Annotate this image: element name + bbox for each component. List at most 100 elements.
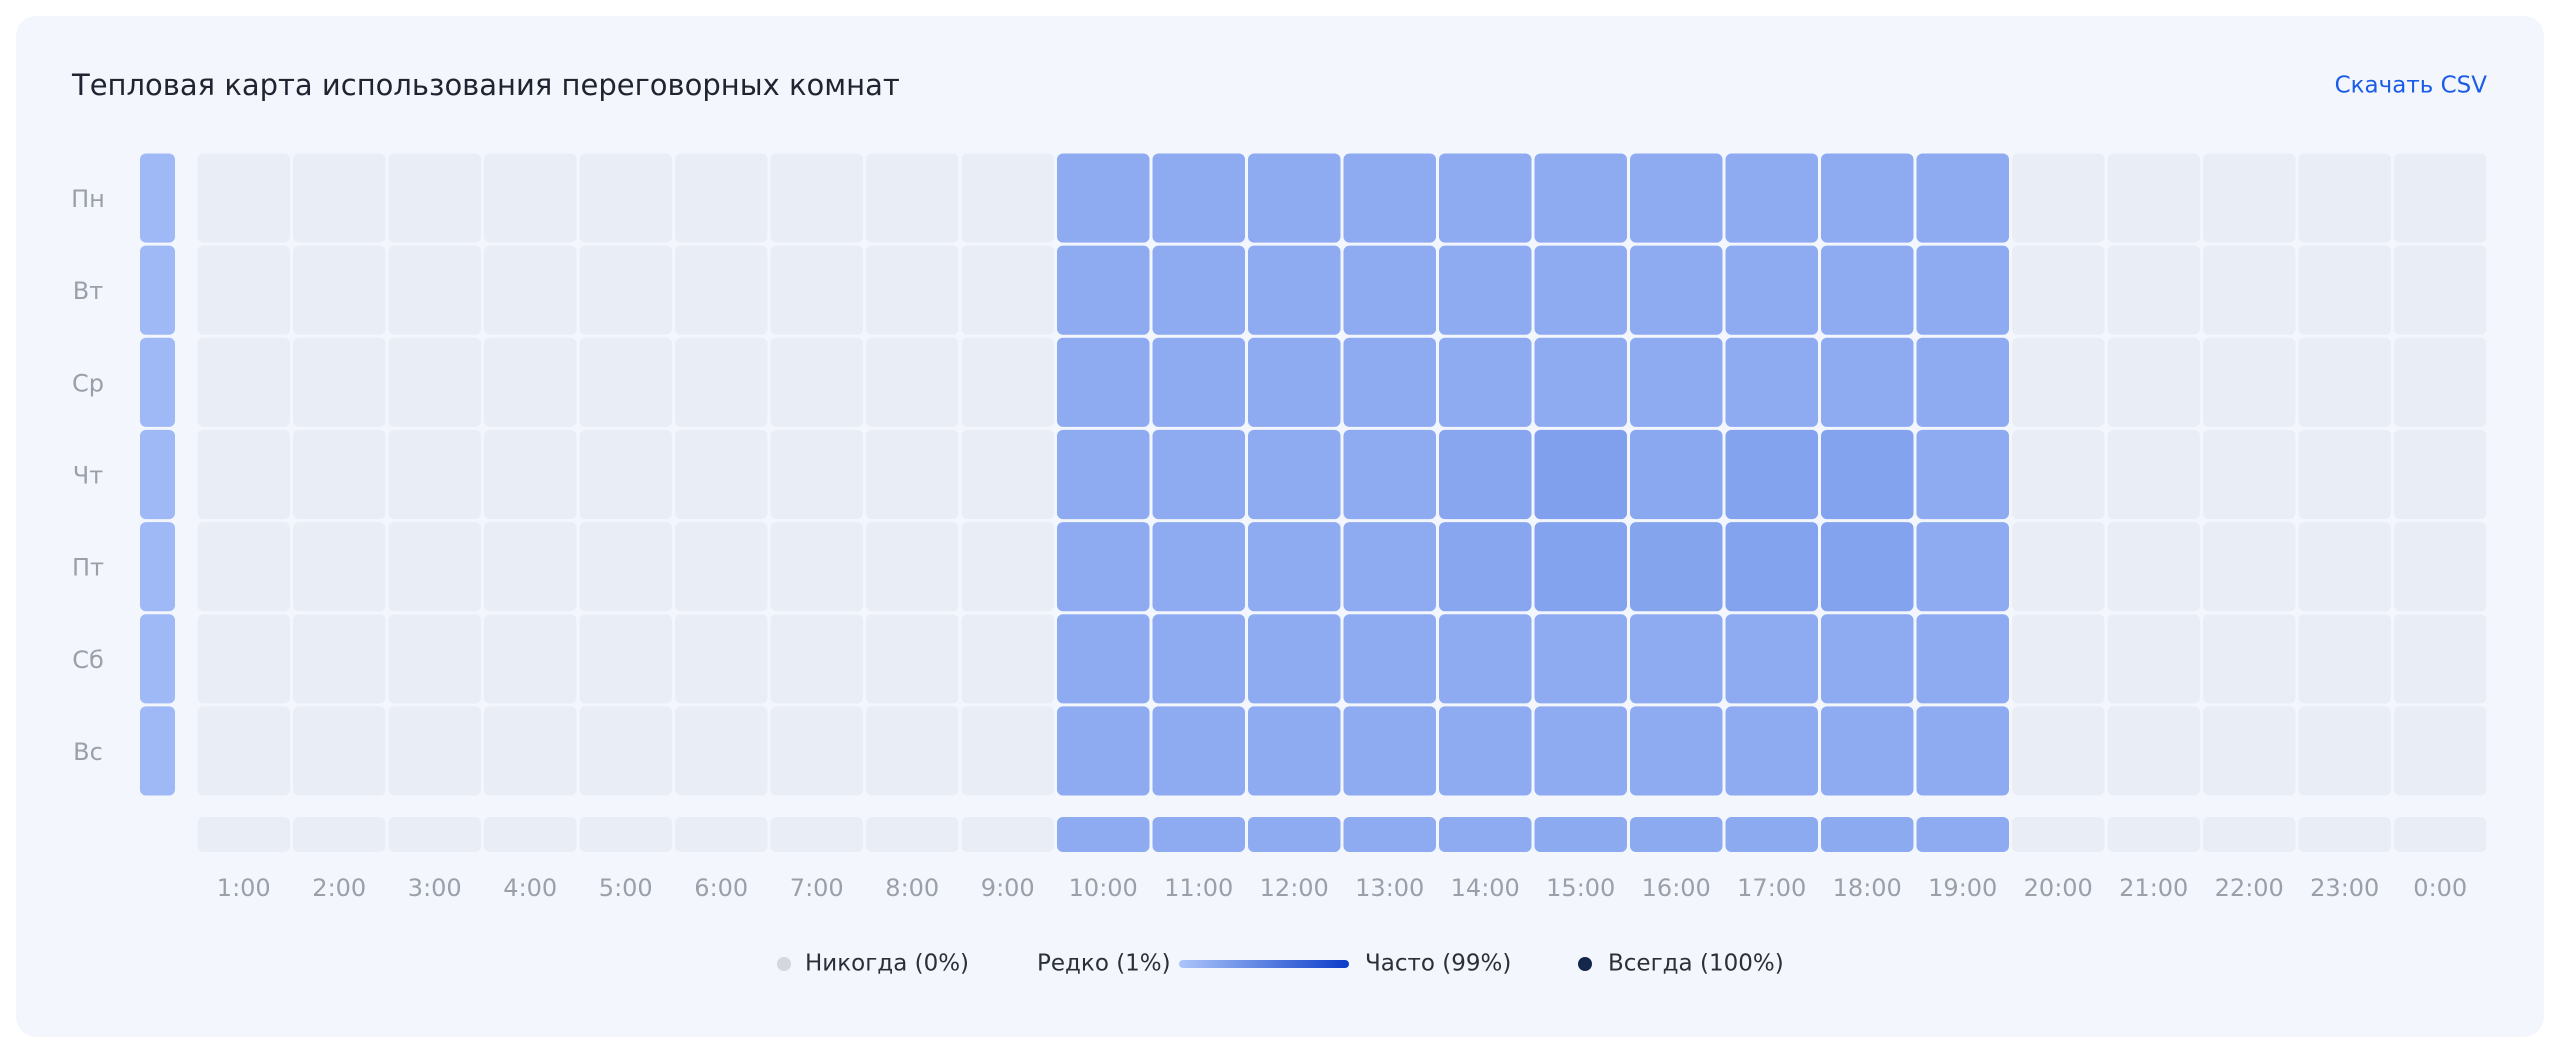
heat-cell	[1439, 429, 1532, 520]
heat-cell	[1916, 522, 2009, 612]
heat-cell	[2012, 429, 2105, 520]
heat-cell	[675, 153, 768, 243]
heat-cell	[388, 429, 481, 520]
column-total	[579, 817, 672, 852]
heat-cell	[770, 614, 863, 704]
heat-cell	[2298, 522, 2391, 612]
hour-label: 22:00	[2215, 874, 2284, 902]
heat-cell	[579, 337, 672, 427]
day-label: Ср	[72, 369, 104, 397]
heat-cell	[1725, 706, 1818, 796]
heat-cell	[484, 245, 577, 335]
heat-cell	[2012, 614, 2105, 704]
hour-label: 13:00	[1355, 874, 1424, 902]
heat-cell	[2203, 614, 2296, 704]
heat-cell	[1821, 614, 1914, 704]
heat-cell	[1248, 614, 1341, 704]
heat-cell	[866, 337, 959, 427]
heat-cell	[1439, 522, 1532, 612]
heat-cell	[2012, 706, 2105, 796]
heat-cell	[388, 337, 481, 427]
hour-label: 11:00	[1164, 874, 1233, 902]
row-total	[140, 614, 175, 704]
heat-cell	[1152, 706, 1245, 796]
heat-cell	[1248, 153, 1341, 243]
heat-cell	[1725, 245, 1818, 335]
heat-cell	[2012, 522, 2105, 612]
column-total	[1821, 817, 1914, 852]
column-total	[1248, 817, 1341, 852]
hour-label: 12:00	[1260, 874, 1329, 902]
heat-cell	[1725, 153, 1818, 243]
day-label: Сб	[72, 646, 104, 674]
column-total	[1152, 817, 1245, 852]
heat-cell	[2203, 706, 2296, 796]
heat-cell	[293, 245, 386, 335]
heat-cell	[2298, 429, 2391, 520]
heat-cell	[2394, 245, 2487, 335]
heat-cell	[1916, 429, 2009, 520]
heat-cell	[197, 614, 290, 704]
hour-label: 17:00	[1737, 874, 1806, 902]
heat-cell	[197, 337, 290, 427]
download-csv[interactable]: Скачать CSV	[2335, 73, 2488, 99]
heat-cell	[1057, 429, 1150, 520]
chart-title: Тепловая карта использования переговорны…	[71, 68, 900, 102]
heat-cell	[1821, 245, 1914, 335]
hour-label: 19:00	[1928, 874, 1997, 902]
heat-cell	[1821, 522, 1914, 612]
legend-dot	[1578, 957, 1592, 971]
heat-cell	[2107, 245, 2200, 335]
day-label: Пт	[72, 554, 104, 582]
heat-cell	[866, 245, 959, 335]
heat-cell	[2012, 153, 2105, 243]
heat-cell	[1057, 614, 1150, 704]
heat-cell	[961, 614, 1054, 704]
heat-cell	[1821, 153, 1914, 243]
heat-cell	[579, 245, 672, 335]
heat-cell	[1534, 522, 1627, 612]
hour-label: 5:00	[599, 874, 653, 902]
column-total	[770, 817, 863, 852]
column-total	[2203, 817, 2296, 852]
heat-cell	[2203, 337, 2296, 427]
column-total	[1725, 817, 1818, 852]
legend-label: Часто (99%)	[1365, 951, 1511, 977]
heat-cell	[1152, 153, 1245, 243]
legend-label: Редко (1%)	[1037, 951, 1171, 977]
heat-cell	[293, 429, 386, 520]
heat-cell	[2298, 614, 2391, 704]
heat-cell	[579, 153, 672, 243]
hour-label: 18:00	[1833, 874, 1902, 902]
heat-cell	[961, 153, 1054, 243]
column-total	[1343, 817, 1436, 852]
heat-cell	[1534, 429, 1627, 520]
heat-cell	[2298, 153, 2391, 243]
heat-cell	[2203, 153, 2296, 243]
heat-cell	[866, 153, 959, 243]
heat-cell	[1630, 245, 1723, 335]
heat-cell	[1057, 245, 1150, 335]
heat-cell	[1343, 522, 1436, 612]
heat-cell	[770, 153, 863, 243]
day-label: Вс	[73, 738, 103, 766]
heat-cell	[961, 245, 1054, 335]
heat-cell	[1916, 706, 2009, 796]
heat-cell	[961, 337, 1054, 427]
heat-cell	[484, 337, 577, 427]
heat-cell	[1630, 614, 1723, 704]
hour-label: 20:00	[2024, 874, 2093, 902]
heat-cell	[2394, 337, 2487, 427]
column-total	[2107, 817, 2200, 852]
hour-label: 4:00	[503, 874, 557, 902]
heat-cell	[2394, 153, 2487, 243]
heat-cell	[1916, 245, 2009, 335]
hour-label: 0:00	[2413, 874, 2467, 902]
heat-cell	[579, 429, 672, 520]
legend-label: Всегда (100%)	[1608, 951, 1784, 977]
heat-cell	[2012, 337, 2105, 427]
day-label: Пн	[71, 185, 105, 213]
heat-cell	[1630, 522, 1723, 612]
heat-cell	[1534, 614, 1627, 704]
heat-cell	[2107, 153, 2200, 243]
